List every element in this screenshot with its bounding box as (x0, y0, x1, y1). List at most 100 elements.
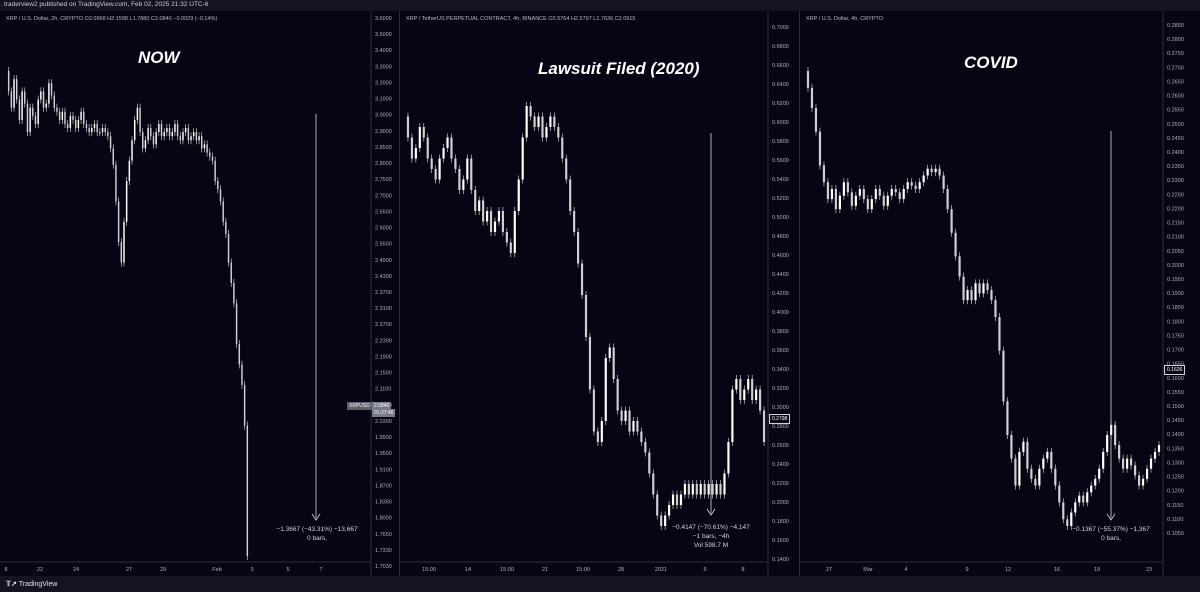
chart-panel-lawsuit[interactable]: 0.7000 0.6800 0.6600 0.6400 0.6200 0.6000 0.58… (400, 11, 800, 576)
y-tick-label: 0.2800 (1167, 37, 1184, 43)
candle-body (565, 158, 568, 180)
y-tick-label: 0.5200 (772, 196, 789, 202)
candle-body (1133, 465, 1137, 476)
chart-svg-lawsuit[interactable]: 0.7000 0.6800 0.6600 0.6400 0.6200 0.6000 0.58… (400, 11, 799, 576)
y-tick-label: 0.5400 (772, 177, 789, 183)
candle-body (171, 132, 173, 137)
candle-body (139, 107, 141, 133)
candle-body (719, 484, 722, 495)
y-axis-covid: 0.2850 0.2800 0.2750 0.2700 0.2650 0.2600 0.25… (1167, 23, 1184, 537)
y-tick-label: 0.2300 (1167, 178, 1184, 184)
y-tick-label: 1.7030 (375, 564, 392, 570)
y-tick-label: 0.6800 (772, 44, 789, 50)
measure-line-2: −1 bars, −4h (692, 533, 730, 540)
candle-body (77, 119, 80, 129)
x-tick-label: 2021 (655, 567, 667, 573)
chart-svg-now[interactable]: 3.6000 3.5000 3.4000 3.3000 3.2000 3.1000 3.00… (0, 11, 399, 576)
candle-body (489, 211, 493, 232)
candle-body (545, 127, 548, 138)
candle-body (133, 119, 136, 141)
candle-body (438, 158, 441, 180)
chart-panel-now[interactable]: 3.6000 3.5000 3.4000 3.3000 3.2000 3.1000 3.00… (0, 11, 400, 576)
candle-body (104, 128, 106, 133)
y-tick-label: 0.2150 (1167, 221, 1184, 227)
candle-body (184, 128, 187, 133)
candle-body (99, 132, 101, 134)
y-tick-label: 2.2700 (375, 322, 392, 328)
y-tick-label: 0.2350 (1167, 164, 1184, 170)
candle-body (513, 211, 516, 253)
candle-body (233, 282, 235, 304)
y-tick-label: 0.2050 (1167, 249, 1184, 255)
y-tick-label: 0.2000 (1167, 263, 1184, 269)
y-tick-label: 0.3400 (772, 367, 789, 373)
candle-body (1014, 458, 1017, 486)
candle-body (830, 188, 834, 200)
candle-body (136, 107, 139, 120)
candle-body (1090, 485, 1093, 493)
candle-body (470, 158, 473, 190)
candle-body (117, 201, 120, 243)
candle-body (731, 389, 734, 442)
candle-body (1062, 502, 1065, 520)
candle-body (850, 192, 853, 206)
tradingview-logo[interactable]: 𝕋↗ TradingView (6, 580, 57, 588)
candle-body (894, 188, 897, 193)
chart-title-now: NOW (138, 48, 180, 67)
candle-body (525, 106, 528, 138)
candle-body (123, 221, 125, 263)
candle-body (45, 103, 47, 108)
candle-body (1038, 468, 1041, 486)
candle-body (699, 484, 702, 495)
y-tick-label: 0.1250 (1167, 475, 1184, 481)
measure-arrow-lawsuit (706, 508, 716, 516)
candle-body (211, 156, 214, 161)
candle-body (1149, 458, 1153, 469)
y-tick-label: 2.8500 (375, 145, 392, 151)
candle-body (434, 169, 437, 180)
candle-body (474, 190, 477, 211)
chart-title-lawsuit: Lawsuit Filed (2020) (538, 59, 700, 78)
candle-body (814, 108, 818, 132)
candle-body (529, 106, 532, 117)
candle-body (168, 128, 171, 137)
candle-body (1118, 445, 1121, 459)
publish-bar: traderview2 published on TradingView.com… (0, 0, 1200, 11)
candle-body (414, 148, 417, 159)
candle-body (1022, 441, 1025, 452)
y-tick-label: 0.2100 (1167, 235, 1184, 241)
y-tick-label: 0.2600 (772, 443, 789, 449)
y-tick-label: 2.7000 (375, 193, 392, 199)
candle-body (200, 136, 203, 149)
candle-body (818, 131, 822, 166)
candle-body (446, 137, 449, 148)
candle-body (878, 188, 881, 196)
y-tick-label: 0.4600 (772, 253, 789, 259)
candle-body (1030, 468, 1033, 479)
candle-body (131, 140, 133, 161)
measure-arrow-now (311, 513, 321, 521)
x-axis-now: 8 22 24 27 29 Feb 3 5 7 (4, 567, 322, 573)
candle-body (101, 128, 104, 133)
candle-body (225, 221, 227, 235)
candle-body (219, 189, 222, 202)
candle-body (942, 175, 945, 189)
candle-body (509, 242, 512, 253)
x-tick-label: 16 (1054, 567, 1060, 573)
candle-body (739, 379, 742, 400)
candle-body (1157, 445, 1161, 452)
candle-body (569, 179, 572, 211)
candle-body (970, 290, 973, 301)
candle-body (142, 132, 144, 149)
chart-svg-covid[interactable]: 0.2850 0.2800 0.2750 0.2700 0.2650 0.2600 0.25… (800, 11, 1200, 576)
y-tick-label: 0.2400 (1167, 150, 1184, 156)
candle-body (549, 116, 552, 127)
candle-body (1098, 468, 1101, 479)
x-tick-label: 24 (73, 567, 79, 573)
y-tick-label: 2.1100 (375, 387, 391, 393)
candle-body (854, 195, 857, 206)
candle-body (866, 199, 869, 210)
y-tick-label: 0.1100 (1167, 517, 1183, 523)
chart-panel-covid[interactable]: 0.2850 0.2800 0.2750 0.2700 0.2650 0.2600 0.25… (800, 11, 1200, 576)
candle-body (1066, 519, 1069, 526)
